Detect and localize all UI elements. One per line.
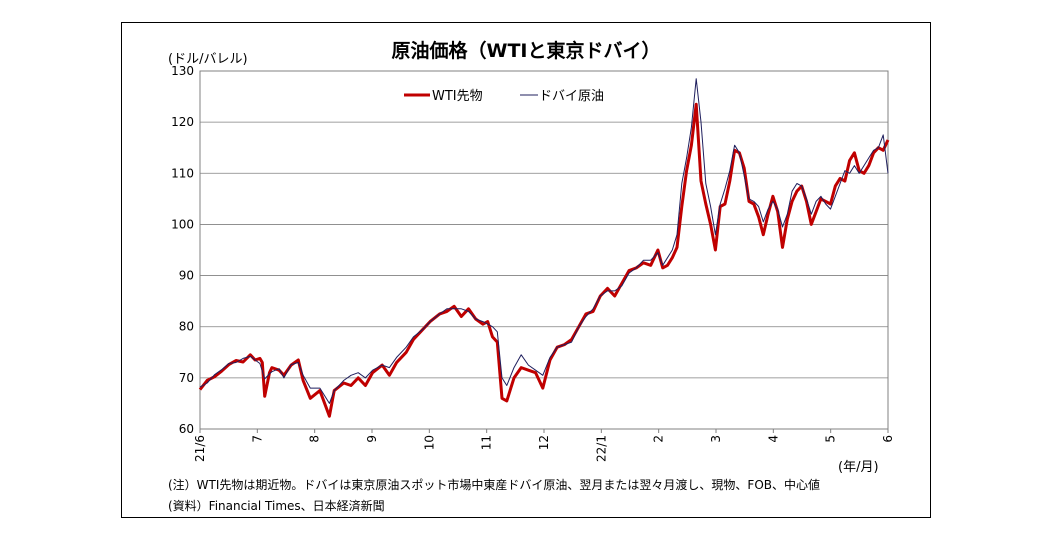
y-tick-label: 110 (171, 166, 194, 180)
x-tick-label: 5 (824, 435, 838, 443)
x-tick-label: 6 (881, 435, 895, 443)
x-tick-label: 11 (480, 435, 494, 450)
chart-title: 原油価格（WTIと東京ドバイ） (391, 40, 661, 62)
x-tick-label: 21/6 (193, 435, 207, 462)
series-line-dubai (199, 78, 889, 404)
y-tick-label: 100 (171, 217, 194, 231)
x-tick-label: 9 (365, 435, 379, 443)
y-tick-label: 60 (179, 422, 194, 436)
y-tick-label: 90 (179, 269, 194, 283)
x-axis-unit-label: (年/月) (838, 460, 879, 475)
legend-label-wti: WTI先物 (432, 89, 483, 104)
series-line-wti (198, 102, 890, 418)
x-tick-label: 10 (422, 435, 436, 450)
x-tick-label: 3 (709, 435, 723, 443)
y-tick-label: 80 (179, 320, 194, 334)
x-tick-label: 4 (766, 435, 780, 443)
x-tick-label: 12 (537, 435, 551, 450)
y-axis-unit-label: (ドル/バレル) (168, 52, 248, 67)
y-tick-label: 70 (179, 371, 194, 385)
chart-frame (121, 22, 931, 518)
y-tick-label: 120 (171, 115, 194, 129)
legend-label-dubai: ドバイ原油 (539, 89, 604, 104)
x-tick-label: 8 (308, 435, 322, 443)
footnote: (注）WTI先物は期近物。ドバイは東京原油スポット市場中東産ドバイ原油、翌月また… (168, 478, 821, 492)
x-tick-label: 7 (250, 435, 264, 443)
y-tick-label: 130 (171, 64, 194, 78)
x-tick-label: 22/1 (594, 435, 608, 462)
source-note: (資料）Financial Times、日本経済新聞 (168, 499, 385, 513)
x-tick-label: 2 (652, 435, 666, 443)
